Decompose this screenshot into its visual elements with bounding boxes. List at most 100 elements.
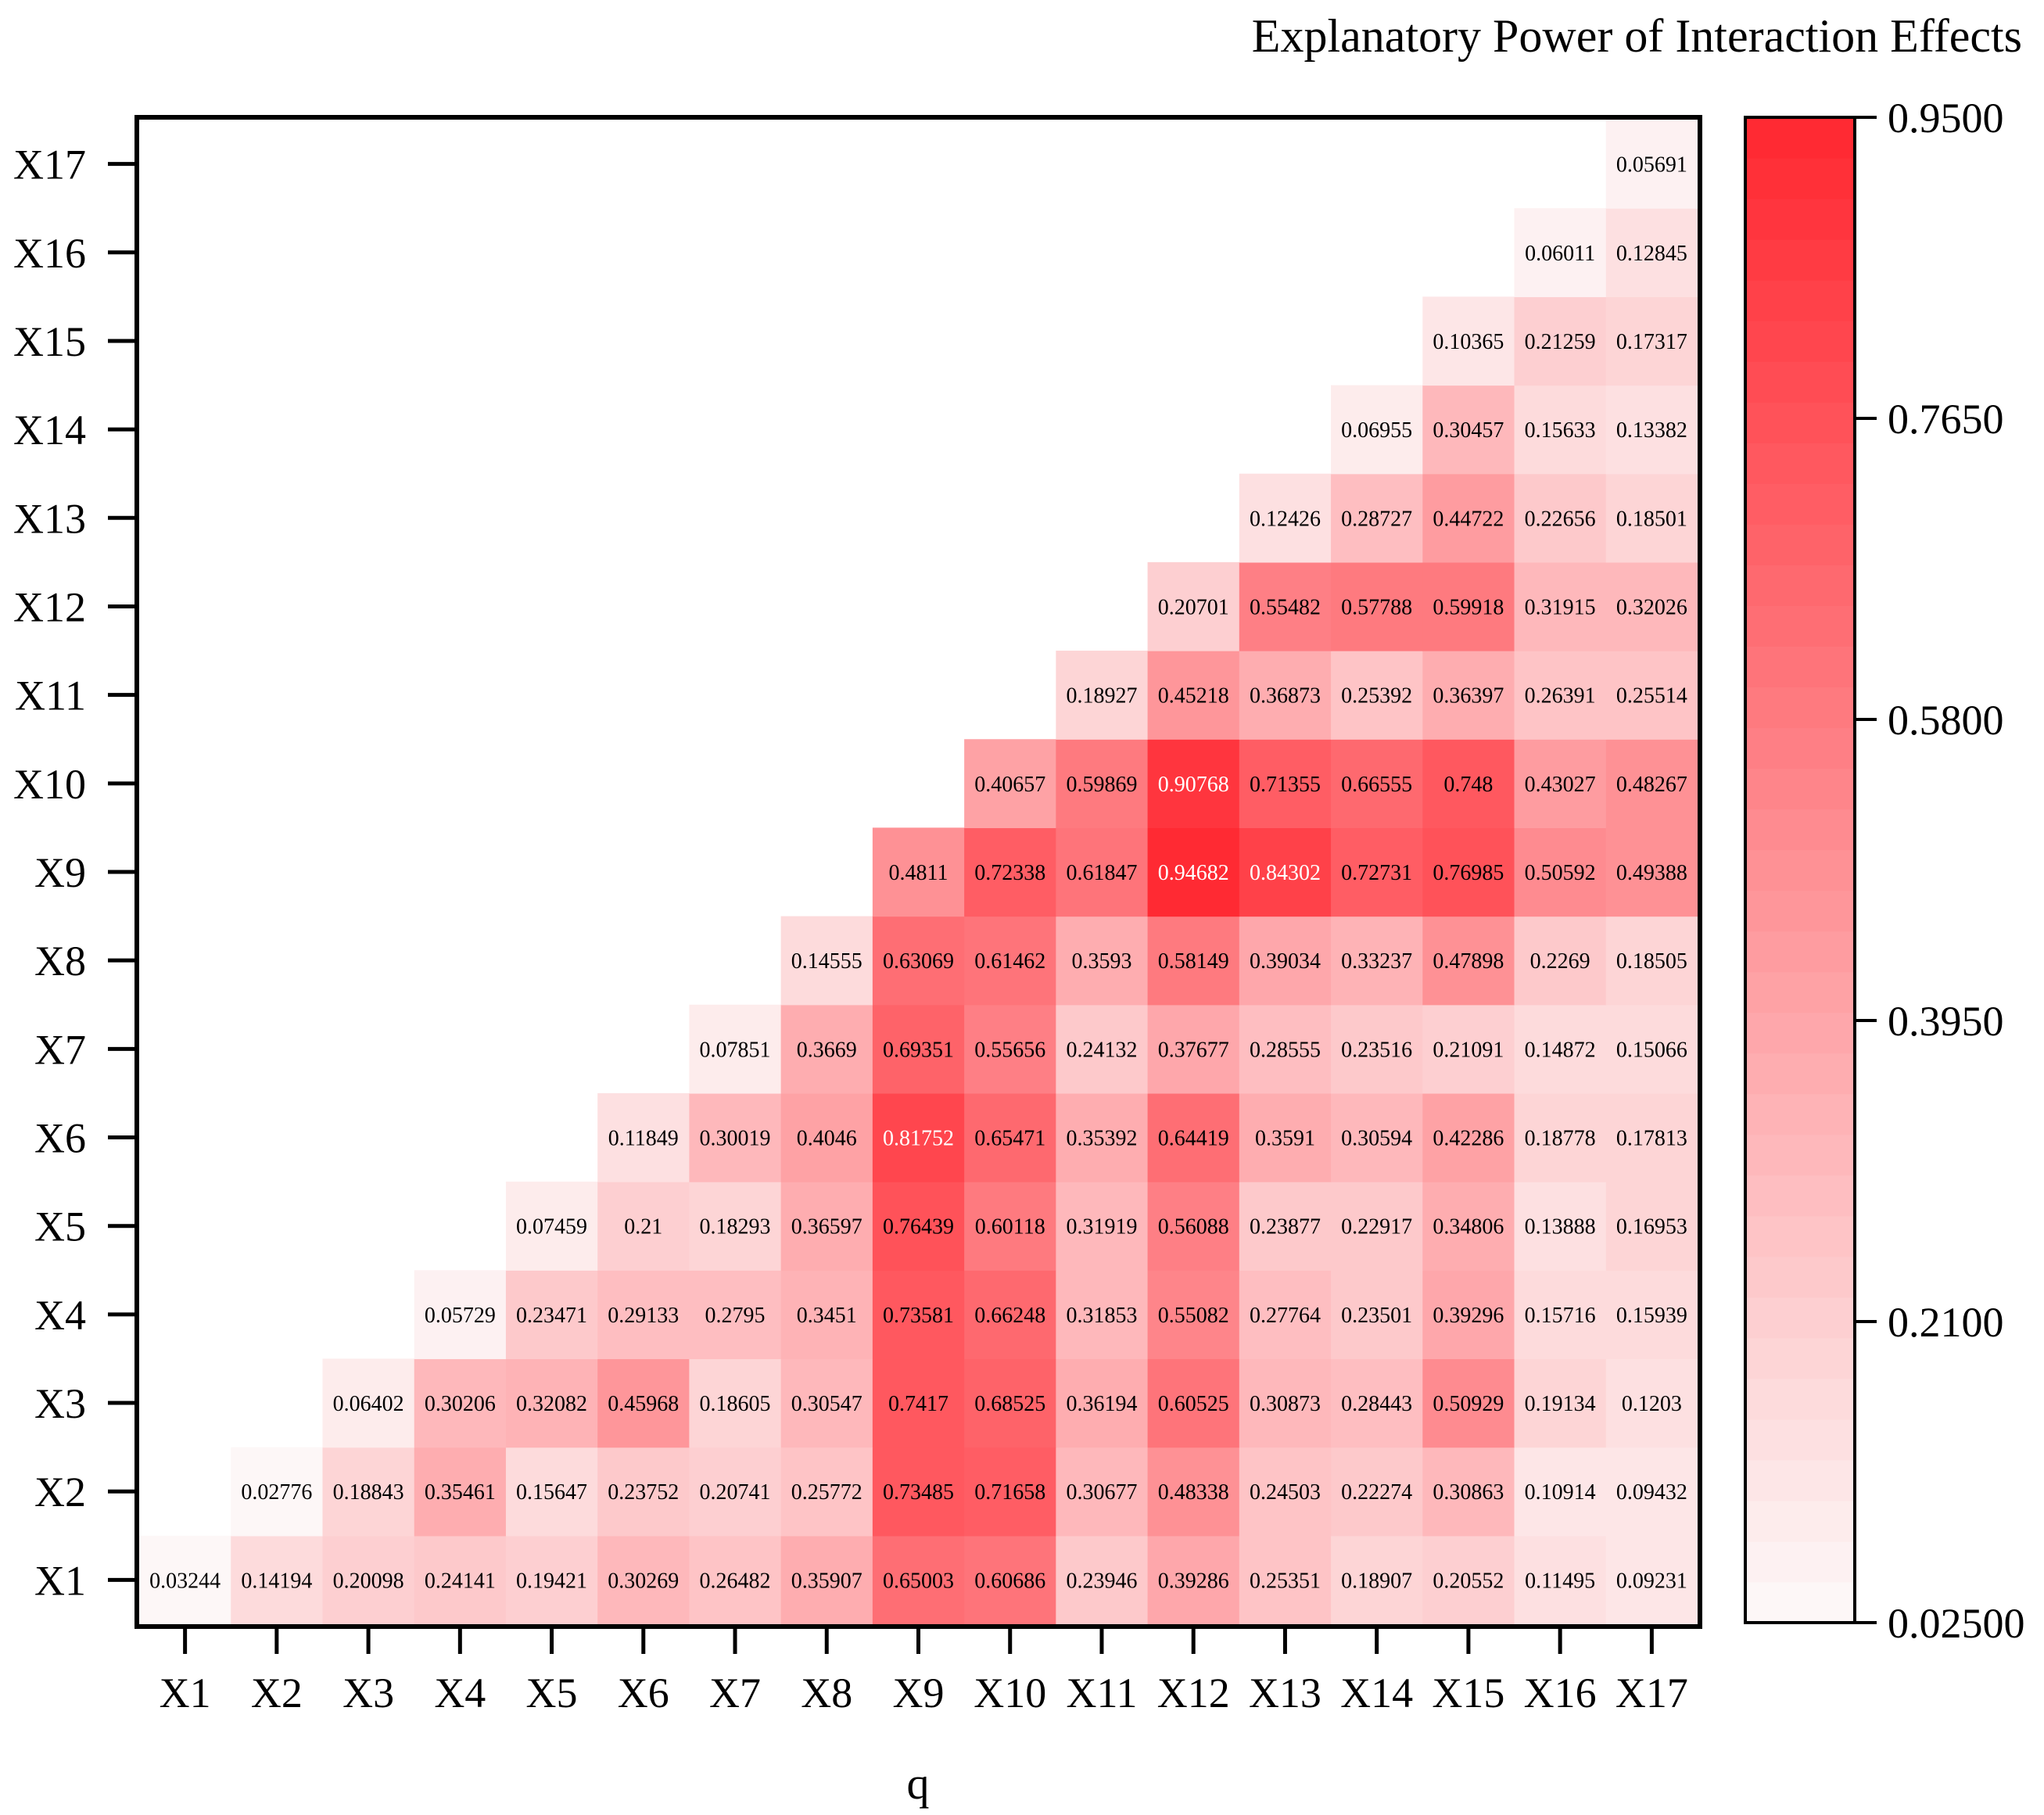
cell-value-label: 0.71658 (974, 1480, 1045, 1505)
heatmap-cell (1147, 651, 1240, 740)
y-tick-label: X15 (13, 318, 86, 365)
y-tick-label: X12 (13, 583, 86, 630)
heatmap-cell (1514, 296, 1607, 386)
heatmap-cell (1605, 827, 1698, 917)
heatmap-cell (1239, 1182, 1332, 1271)
heatmap-cell (780, 916, 873, 1006)
cell-value-label: 0.15939 (1616, 1304, 1687, 1328)
cell-value-label: 0.17317 (1616, 330, 1687, 354)
heatmap-cell (322, 1535, 415, 1625)
heatmap-cell (1147, 561, 1240, 651)
y-tick-label: X17 (13, 142, 86, 188)
cell-value-label: 0.23946 (1066, 1569, 1137, 1593)
heatmap-cell (1056, 1270, 1149, 1360)
cell-value-label: 0.20098 (333, 1569, 404, 1593)
heatmap-cell (780, 1358, 873, 1448)
colorbar-tick-label: 0.5800 (1888, 697, 2004, 744)
cell-value-label: 0.71355 (1250, 773, 1321, 797)
heatmap-cell (1056, 1358, 1149, 1448)
heatmap-cell (872, 916, 965, 1006)
cell-value-label: 0.28555 (1250, 1038, 1321, 1062)
cell-value-label: 0.18843 (333, 1480, 404, 1505)
heatmap-cell (414, 1358, 507, 1448)
cell-value-label: 0.07459 (516, 1215, 587, 1239)
x-tick-label: X17 (1615, 1670, 1688, 1716)
cell-value-label: 0.30269 (608, 1569, 679, 1593)
heatmap-cell (1239, 827, 1332, 917)
heatmap-cell (964, 1182, 1056, 1271)
cell-value-label: 0.90768 (1158, 773, 1229, 797)
heatmap-cell (1331, 1182, 1423, 1271)
cell-value-label: 0.44722 (1433, 507, 1504, 531)
cell-value-label: 0.94682 (1158, 861, 1229, 885)
heatmap-cell (872, 1004, 965, 1094)
cell-value-label: 0.03244 (149, 1569, 221, 1593)
heatmap-cell (1605, 473, 1698, 563)
heatmap-cell (1147, 827, 1240, 917)
cell-value-label: 0.25351 (1250, 1569, 1321, 1593)
heatmap-cell (1422, 1358, 1515, 1448)
heatmap-cell (597, 1270, 690, 1360)
cell-value-label: 0.47898 (1433, 949, 1504, 974)
heatmap-cell (1422, 561, 1515, 651)
heatmap-cell (1422, 1182, 1515, 1271)
heatmap-cell (414, 1270, 507, 1360)
cell-value-label: 0.81752 (883, 1127, 954, 1151)
cell-value-label: 0.748 (1443, 773, 1493, 797)
cell-value-label: 0.64419 (1158, 1127, 1229, 1151)
colorbar-segment (1745, 239, 1855, 281)
y-tick-label: X8 (34, 938, 86, 985)
x-tick-label: X3 (342, 1670, 394, 1716)
heatmap-cell (1239, 916, 1332, 1006)
colorbar-segment (1745, 646, 1855, 687)
cell-value-label: 0.05729 (425, 1304, 496, 1328)
colorbar-segment (1745, 524, 1855, 565)
cell-value-label: 0.14194 (241, 1569, 312, 1593)
colorbar-segment (1745, 849, 1855, 891)
heatmap-cell (1422, 1004, 1515, 1094)
cell-value-label: 0.22274 (1341, 1480, 1412, 1505)
heatmap-cell (872, 1535, 965, 1625)
heatmap-cell (872, 1270, 965, 1360)
cell-value-label: 0.61462 (974, 949, 1045, 974)
heatmap-cell (1239, 651, 1332, 740)
cell-value-label: 0.11495 (1525, 1569, 1595, 1593)
y-tick-label: X11 (15, 673, 86, 719)
x-tick-label: X9 (893, 1670, 945, 1716)
heatmap-cell (1605, 1535, 1698, 1625)
cell-value-label: 0.15633 (1525, 418, 1596, 443)
cell-value-label: 0.25772 (791, 1480, 862, 1505)
cell-value-label: 0.61847 (1066, 861, 1137, 885)
heatmap-cell (322, 1358, 415, 1448)
heatmap-cell (1605, 296, 1698, 386)
cell-value-label: 0.26391 (1525, 684, 1596, 708)
cell-value-label: 0.32026 (1616, 595, 1687, 619)
cell-value-label: 0.14872 (1525, 1038, 1596, 1062)
cell-value-label: 0.30873 (1250, 1392, 1321, 1416)
cell-value-label: 0.10914 (1525, 1480, 1596, 1505)
heatmap-cell (505, 1447, 598, 1537)
heatmap-cell (1331, 739, 1423, 829)
heatmap-cell (1239, 1535, 1332, 1625)
colorbar-segment (1745, 1012, 1855, 1054)
x-axis-title: q (907, 1758, 930, 1809)
cell-value-label: 0.66555 (1341, 773, 1412, 797)
cell-value-label: 0.66248 (974, 1304, 1045, 1328)
cell-value-label: 0.30863 (1433, 1480, 1504, 1505)
x-tick-label: X1 (160, 1670, 211, 1716)
heatmap-cell (505, 1270, 598, 1360)
cell-value-label: 0.06955 (1341, 418, 1412, 443)
heatmap-cell (964, 1447, 1056, 1537)
cell-value-label: 0.07851 (700, 1038, 771, 1062)
heatmap-cell-labels: 0.03244 0.14194 0.20098 0.24141 0.19421 0.302… (149, 153, 1687, 1594)
heatmap-cell (1239, 1270, 1332, 1360)
colorbar-segment (1745, 483, 1855, 525)
heatmap-cell (1331, 385, 1423, 475)
y-tick-label: X7 (34, 1026, 86, 1073)
heatmap-cell (1056, 1004, 1149, 1094)
cell-value-label: 0.37677 (1158, 1038, 1229, 1062)
colorbar-segment (1745, 1053, 1855, 1095)
cell-value-label: 0.31919 (1066, 1215, 1137, 1239)
colorbar-segment (1745, 1541, 1855, 1583)
cell-value-label: 0.09231 (1616, 1569, 1687, 1593)
